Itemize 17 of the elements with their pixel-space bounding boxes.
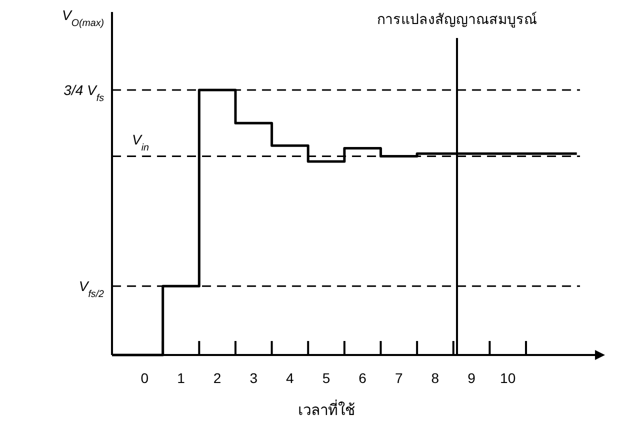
x-tick-label: 5 xyxy=(322,370,330,386)
x-tick-label: 8 xyxy=(431,370,440,386)
x-tick-label: 3 xyxy=(250,370,258,386)
x-tick-label: 10 xyxy=(500,370,516,386)
ref-line-label: V$_{in}$ xyxy=(132,131,149,153)
x-tick-label: 1 xyxy=(177,370,186,386)
x-axis-title: เวลาที่ใช้ xyxy=(298,399,355,419)
ref-line-label: 3/4 V$_{fs}$ xyxy=(64,82,104,104)
x-tick-label: 9 xyxy=(468,370,476,386)
y-axis-title: V$_{O(max)}$ xyxy=(62,7,104,28)
x-tick-label: 6 xyxy=(358,370,367,386)
x-tick-label: 0 xyxy=(140,370,149,386)
x-tick-label: 2 xyxy=(213,370,222,386)
x-tick-label: 7 xyxy=(394,370,403,386)
ref-line-label: V$_{fs/2}$ xyxy=(78,278,105,300)
ref-line-label: การแปลงสัญญาณสมบูรณ์ xyxy=(377,11,537,28)
x-tick-label: 4 xyxy=(286,370,294,386)
